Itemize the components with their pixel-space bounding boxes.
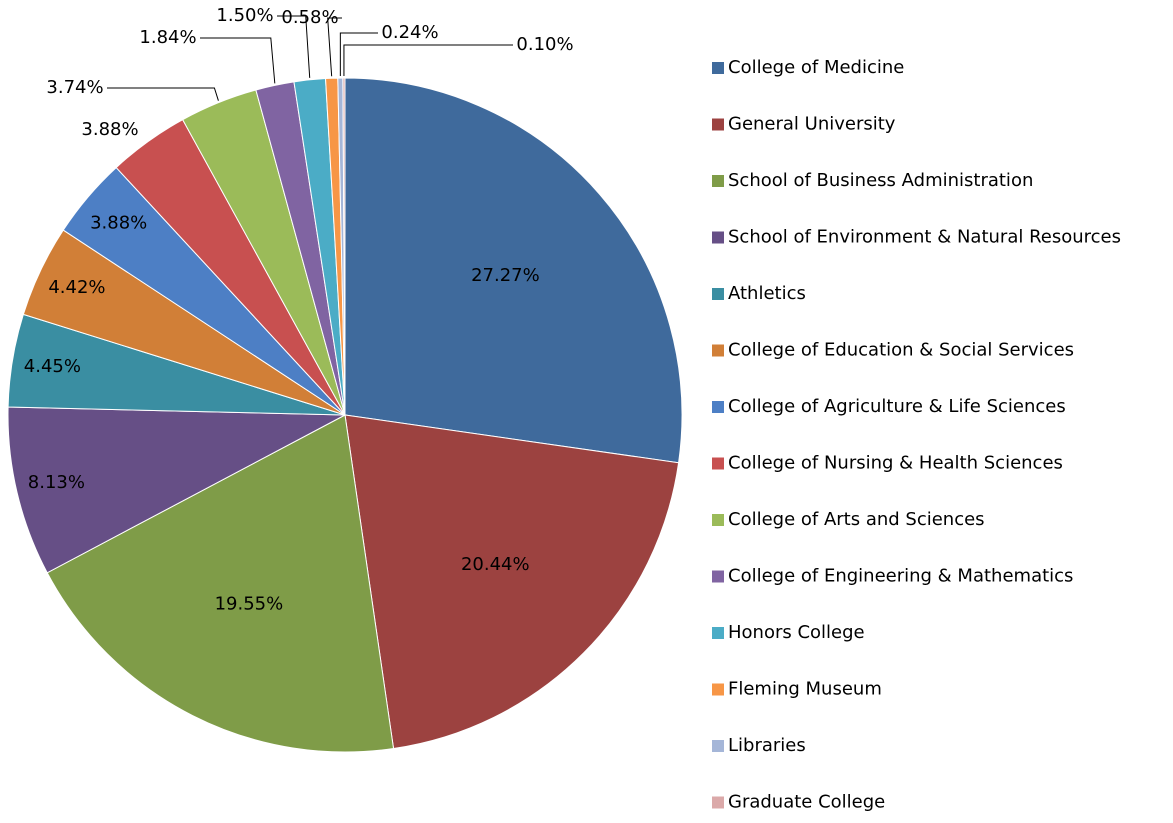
legend-label: College of Engineering & Mathematics — [728, 566, 1073, 587]
pie-slice — [46, 414, 395, 753]
legend-label: Graduate College — [728, 792, 885, 813]
data-label: 0.24% — [381, 22, 438, 43]
legend-label: General University — [728, 114, 896, 135]
data-label: 20.44% — [461, 554, 530, 575]
legend-label: Honors College — [728, 622, 865, 643]
data-label: 0.10% — [516, 34, 573, 55]
legend-label: College of Agriculture & Life Sciences — [728, 396, 1066, 417]
data-label: 1.50% — [216, 5, 273, 26]
legend-swatch — [712, 740, 724, 752]
legend-label: Libraries — [728, 735, 806, 756]
data-label: 1.84% — [139, 27, 196, 48]
leader-line — [327, 17, 342, 77]
leader-line — [200, 37, 276, 84]
data-label: 3.88% — [81, 119, 138, 140]
leader-line — [107, 87, 219, 101]
data-label: 8.13% — [28, 472, 85, 493]
pie-slice — [344, 414, 680, 750]
legend-swatch — [712, 344, 724, 357]
legend-swatch — [712, 288, 724, 300]
data-label: 27.27% — [471, 265, 540, 286]
data-label: 4.45% — [24, 356, 81, 377]
pie-slice — [7, 406, 347, 574]
data-label: 19.55% — [215, 593, 284, 614]
legend-label: Athletics — [728, 283, 806, 304]
pie-slice — [344, 77, 683, 464]
data-label: 3.74% — [46, 77, 103, 98]
legend-swatch — [712, 683, 724, 696]
leader-line — [343, 44, 513, 77]
legend-swatch — [712, 175, 724, 187]
data-label: 4.42% — [48, 277, 105, 298]
legend-swatch — [712, 796, 724, 809]
leader-line — [339, 32, 378, 77]
data-label: 0.58% — [281, 7, 338, 28]
legend-label: College of Nursing & Health Sciences — [728, 453, 1063, 474]
data-label: 3.88% — [90, 212, 147, 233]
legend-label: School of Environment & Natural Resource… — [728, 227, 1121, 248]
legend-label: College of Education & Social Services — [728, 340, 1074, 361]
legend-swatch — [712, 514, 724, 526]
legend-swatch — [712, 457, 724, 470]
legend-swatch — [712, 62, 724, 74]
pie-slice — [342, 77, 346, 416]
legend-swatch — [712, 231, 724, 244]
legend-swatch — [712, 627, 724, 639]
legend-label: College of Arts and Sciences — [728, 509, 985, 530]
legend-swatch — [712, 118, 724, 131]
legend-label: Fleming Museum — [728, 679, 882, 700]
legend-label: School of Business Administration — [728, 170, 1033, 191]
legend-swatch — [712, 401, 724, 413]
legend-label: College of Medicine — [728, 57, 904, 78]
legend-swatch — [712, 570, 724, 583]
leader-line — [277, 15, 311, 78]
